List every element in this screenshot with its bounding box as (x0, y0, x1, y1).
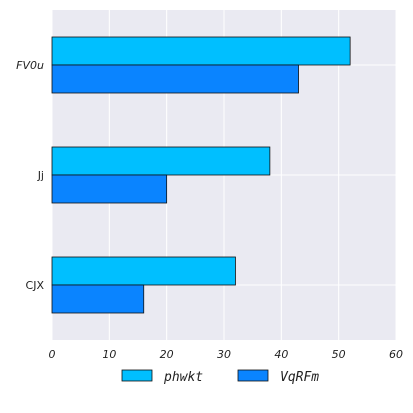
bars-layer (51, 36, 351, 314)
bar-VqRFm-FV0u (51, 64, 299, 94)
x-tick-label: 60 (389, 348, 403, 361)
legend-label: phwkt (163, 370, 203, 385)
x-tick-label: 30 (217, 348, 231, 361)
bar-VqRFm-Jj (51, 174, 168, 204)
bar-phwkt-Jj (51, 146, 271, 176)
legend-label: VqRFm (280, 370, 319, 385)
x-tick-label: 10 (102, 348, 116, 361)
y-tick-label: CJX (26, 279, 45, 292)
bar-phwkt-CJX (51, 256, 236, 286)
x-tick-labels: 0 10 20 30 40 50 60 (49, 348, 404, 361)
legend-swatch (237, 369, 269, 382)
y-tick-label: Jj (37, 169, 44, 182)
legend: phwkt VqRFm (121, 369, 319, 385)
x-tick-label: 50 (332, 348, 346, 361)
x-tick-label: 20 (160, 348, 174, 361)
bar-VqRFm-CJX (51, 284, 145, 314)
y-tick-label: FV0u (16, 59, 44, 72)
y-tick-labels: FV0u Jj CJX (16, 59, 44, 292)
bar-phwkt-FV0u (51, 36, 351, 66)
x-tick-label: 40 (274, 348, 288, 361)
x-tick-label: 0 (49, 348, 56, 361)
legend-swatch (121, 369, 153, 382)
